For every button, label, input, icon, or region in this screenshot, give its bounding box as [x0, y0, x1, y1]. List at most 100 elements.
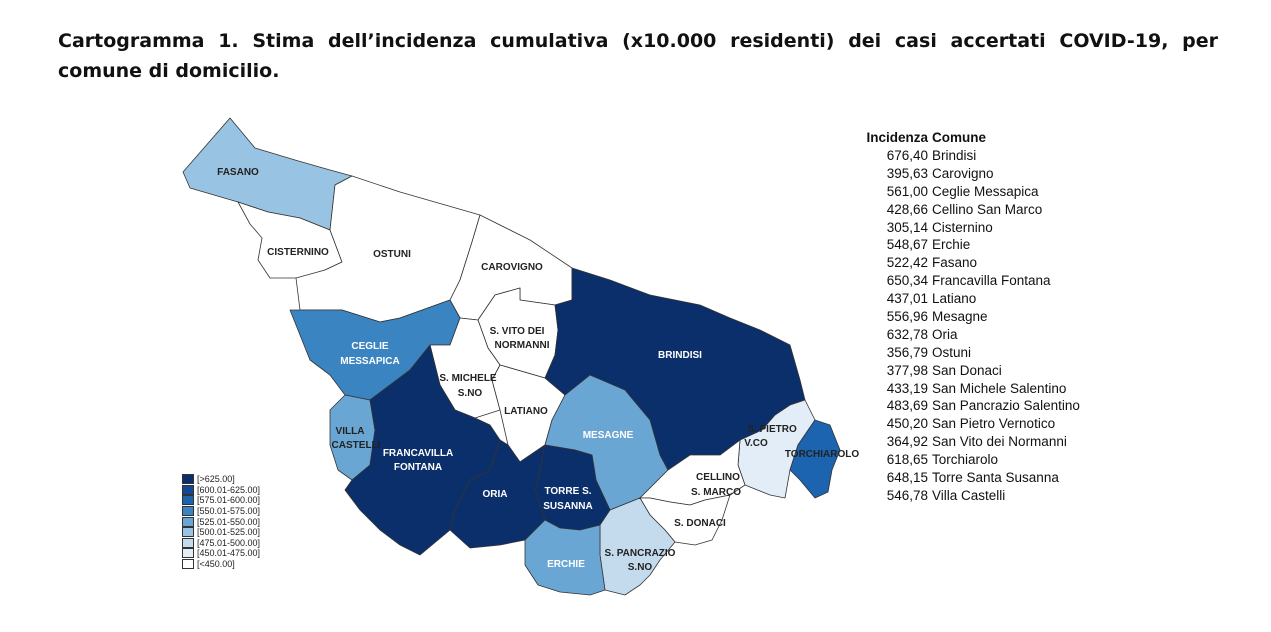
comune-name: San Vito dei Normanni	[932, 434, 1067, 450]
comune-name: Francavilla Fontana	[932, 273, 1051, 289]
comune-name: Villa Castelli	[932, 487, 1006, 503]
legend-label: [475.01-500.00]	[197, 537, 261, 548]
title-line-2: comune di domicilio.	[58, 60, 280, 82]
map-legend: [>625.00] [600.01-625.00] [575.01-600.00][…	[182, 474, 261, 570]
label-torre-2: SUSANNA	[543, 501, 592, 512]
legend-swatch	[182, 506, 194, 517]
legend-label: [<450.00]	[197, 559, 235, 570]
table-row: 632,78 Oria	[860, 327, 1080, 345]
incidence-value: 548,67	[886, 237, 928, 253]
table-row: 561,00 Ceglie Messapica	[860, 184, 1080, 202]
label-francavilla-2: FONTANA	[394, 462, 442, 473]
label-brindisi: BRINDISI	[658, 350, 702, 361]
label-svito-1: S. VITO DEI	[490, 326, 545, 337]
legend-label: [>625.00]	[197, 474, 235, 485]
legend-swatch	[182, 484, 194, 495]
table-row: 437,01 Latiano	[860, 291, 1080, 309]
legend-swatch	[182, 537, 194, 548]
label-cellino-1: CELLINO	[696, 472, 740, 483]
legend-item: [<450.00]	[182, 559, 260, 570]
comune-name: Carovigno	[932, 165, 994, 181]
comune-name: Erchie	[932, 237, 971, 253]
table-row: 648,15 Torre Santa Susanna	[860, 470, 1080, 488]
table-row: 556,96 Mesagne	[860, 309, 1080, 327]
label-ostuni: OSTUNI	[373, 249, 411, 260]
legend-swatch	[182, 516, 194, 527]
incidence-value: 483,69	[886, 398, 928, 414]
legend-item: [575.01-600.00]	[182, 495, 260, 506]
label-spancrazio-2: S.NO	[628, 562, 653, 573]
table-row: 433,19 San Michele Salentino	[860, 381, 1080, 399]
label-spietro-1: S. PIETRO	[747, 424, 797, 435]
incidence-value: 356,79	[886, 344, 928, 360]
incidence-value: 364,92	[886, 434, 928, 450]
label-spancrazio-1: S. PANCRAZIO	[605, 548, 676, 559]
incidence-value: 556,96	[886, 309, 928, 325]
table-row: 483,69 San Pancrazio Salentino	[860, 398, 1080, 416]
legend-swatch	[182, 495, 194, 506]
comune-name: Cisternino	[932, 219, 993, 235]
label-svito-2: NORMANNI	[495, 340, 550, 351]
header-incidenza: Incidenza	[866, 130, 928, 145]
legend-label: [600.01-625.00]	[197, 484, 261, 495]
incidence-value: 561,00	[886, 183, 928, 199]
legend-label: [525.01-550.00]	[197, 516, 261, 527]
header-comune: Comune	[932, 130, 986, 145]
comune-name: San Donaci	[932, 362, 1002, 378]
legend-item: [525.01-550.00]	[182, 516, 260, 527]
label-ceglie-1: CEGLIE	[351, 341, 389, 352]
comune-name: San Pietro Vernotico	[932, 416, 1056, 432]
table-row: 548,67 Erchie	[860, 237, 1080, 255]
legend-swatch	[182, 559, 194, 570]
table-row: 364,92 San Vito dei Normanni	[860, 434, 1080, 452]
title-line-1: Cartogramma 1. Stima dell’incidenza cumu…	[58, 30, 1218, 52]
comune-name: Torre Santa Susanna	[932, 470, 1059, 486]
legend-item: [550.01-575.00]	[182, 506, 260, 517]
label-cisternino: CISTERNINO	[267, 247, 329, 258]
table-row: 676,40 Brindisi	[860, 148, 1080, 166]
label-fasano: FASANO	[217, 167, 259, 178]
label-sdonaci: S. DONACI	[674, 518, 726, 529]
label-cellino-2: S. MARCO	[691, 487, 741, 498]
label-villa-2: CASTELLI	[332, 440, 381, 451]
label-latiano: LATIANO	[504, 406, 548, 417]
table-row: 522,42 Fasano	[860, 255, 1080, 273]
label-torchiarolo: TORCHIAROLO	[785, 449, 859, 460]
legend-label: [550.01-575.00]	[197, 506, 261, 517]
incidence-value: 676,40	[886, 148, 928, 163]
legend-item: [>625.00]	[182, 474, 260, 485]
table-row: 450,20 San Pietro Vernotico	[860, 416, 1080, 434]
table-row: 377,98 San Donaci	[860, 363, 1080, 381]
label-smichele-1: S. MICHELE	[439, 373, 497, 384]
legend-item: [500.01-525.00]	[182, 527, 260, 538]
comune-name: Oria	[932, 326, 958, 342]
incidence-value: 618,65	[886, 452, 928, 468]
legend-label: [450.01-475.00]	[197, 548, 261, 559]
comune-name: Latiano	[932, 291, 977, 307]
table-header: Incidenza Comune	[860, 130, 1080, 148]
label-villa-1: VILLA	[336, 426, 365, 437]
incidence-value: 377,98	[886, 362, 928, 378]
comune-name: San Michele Salentino	[932, 380, 1067, 396]
comune-name: Ceglie Messapica	[932, 183, 1039, 199]
comune-name: San Pancrazio Salentino	[932, 398, 1080, 414]
legend-label: [575.01-600.00]	[197, 495, 261, 506]
label-mesagne: MESAGNE	[583, 430, 634, 441]
incidence-value: 395,63	[886, 165, 928, 181]
table-row: 356,79 Ostuni	[860, 345, 1080, 363]
incidence-table: Incidenza Comune 676,40 Brindisi 395,63 Car…	[860, 130, 1080, 506]
incidence-value: 433,19	[886, 380, 928, 396]
incidence-value: 546,78	[886, 487, 928, 503]
legend-item: [600.01-625.00]	[182, 484, 261, 496]
comune-name: Fasano	[932, 255, 978, 271]
comune-name: Mesagne	[932, 309, 988, 325]
incidence-value: 632,78	[886, 326, 928, 342]
table-row: 428,66 Cellino San Marco	[860, 202, 1080, 220]
legend-swatch	[182, 474, 194, 485]
legend-item: [475.01-500.00]	[182, 537, 261, 549]
label-oria: ORIA	[483, 489, 508, 500]
incidence-value: 648,15	[886, 470, 928, 486]
table-row: 650,34 Francavilla Fontana	[860, 273, 1080, 291]
map-title: Cartogramma 1. Stima dell’incidenza cumu…	[58, 26, 1218, 86]
